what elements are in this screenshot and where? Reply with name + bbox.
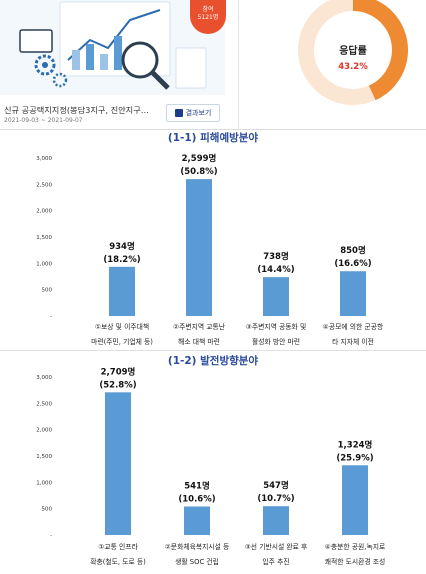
category-label: ①보상 및 이주대책 [95,322,149,331]
chart-title: (1-1) 피해예방분야 [167,132,259,144]
percent-label: (10.6%) [178,495,215,505]
y-tick-label: 1,500 [36,454,52,460]
survey-date: 2021-09-03 ~ 2021-09-07 [4,117,83,124]
y-tick-label: 500 [42,288,53,294]
y-tick-label: - [50,314,52,320]
document-icon [174,109,183,117]
divider [0,129,426,130]
percent-label: (14.4%) [257,265,294,275]
category-label: 마련(주민, 기업체 등) [91,337,153,346]
data-label: 2,599명 [182,153,217,164]
category-label: ④충분한 공원,녹지로 [325,542,385,551]
chart-title: (1-2) 발전방향분야 [167,355,259,367]
data-label: 547명 [263,480,289,491]
y-tick-label: 3,000 [36,375,52,381]
badge-count: 5121명 [197,14,219,21]
damage-prevention-chart: 3,000 2,500 2,000 1,500 1,000 500 - 934명 (18.2%)… [36,153,383,346]
survey-thumbnail[interactable] [0,0,225,95]
y-tick-label: 1,500 [36,235,52,241]
data-label: 2,709명 [101,366,136,377]
category-label: ③주변지역 공동화 및 [246,322,306,331]
divider [0,350,426,351]
survey-title[interactable]: 신규 공공택지지정(봉담3지구, 진안지구… [4,105,149,115]
category-label: ②문화체육복지시설 등 [165,542,230,551]
category-label: 해소 대책 마련 [178,337,220,346]
survey-card: 참여 5121명 신규 공공택지지정(봉담3지구, 진안지구… 2021-09-… [0,0,426,130]
bar [340,271,366,316]
percent-label: (10.7%) [257,494,294,504]
category-label: ③선 기반시설 완료 후 [245,542,308,551]
bar [263,277,289,316]
badge-label: 참여 [202,6,214,13]
y-tick-label: 2,000 [36,428,52,434]
category-label: 활성화 방안 마련 [252,337,300,346]
view-results-button[interactable]: 결과보기 [166,104,220,122]
y-tick-label: 500 [42,507,53,513]
percent-label: (25.9%) [336,453,373,463]
percent-label: (50.8%) [180,167,217,177]
category-label: 확충(철도, 도로 등) [90,557,146,566]
y-tick-label: 2,500 [36,182,52,188]
development-direction-chart: 3,000 2,500 2,000 1,500 1,000 500 - 2,709명 (52.8… [36,366,386,566]
category-label: ④공모에 의한 군공항 [323,322,383,331]
percent-label: (16.6%) [334,259,371,269]
analytics-illustration-icon [0,0,225,95]
category-label: 입주 추진 [262,557,289,566]
y-tick-label: 2,000 [36,209,52,215]
bar [184,506,210,535]
response-rate-donut: 응답률 43.2% [298,0,408,105]
data-label: 541명 [184,481,210,492]
category-label: 생활 SOC 건립 [175,557,219,566]
response-rate-value: 43.2% [338,62,368,72]
category-label: ①교통 인프라 [98,542,138,551]
bar [186,179,212,316]
bar [342,465,368,535]
category-label: 쾌적한 도시환경 조성 [325,557,386,566]
data-label: 934명 [109,241,135,252]
data-label: 850명 [340,245,366,256]
data-label: 738명 [263,251,289,262]
bar [109,266,135,316]
bar [263,506,289,535]
y-tick-label: 1,000 [36,480,52,486]
percent-label: (18.2%) [103,255,140,265]
category-label: 타 지자체 이전 [332,337,374,346]
donut-fill [298,0,408,105]
response-rate-label: 응답률 [339,45,367,57]
data-label: 1,324명 [338,439,373,450]
y-tick-label: - [50,533,52,539]
participant-badge: 참여 5121명 [190,0,226,34]
bar [105,392,131,535]
y-tick-label: 2,500 [36,401,52,407]
category-label: ②주변지역 교통난 [173,322,225,331]
y-tick-label: 3,000 [36,156,52,162]
view-results-label: 결과보기 [185,109,212,117]
y-tick-label: 1,000 [36,261,52,267]
divider [238,0,239,130]
percent-label: (52.8%) [99,380,136,390]
